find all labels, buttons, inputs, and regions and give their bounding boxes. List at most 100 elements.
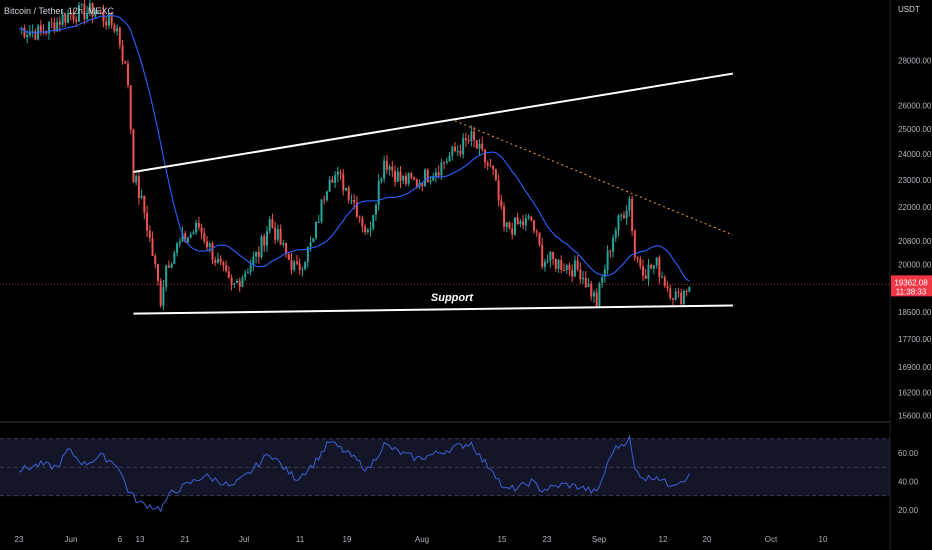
candle-body: [290, 259, 293, 271]
candle-body: [325, 191, 328, 201]
candle-body: [568, 265, 571, 271]
candle-body: [573, 260, 576, 277]
candle-body: [511, 228, 514, 235]
candle-body: [448, 155, 451, 162]
candle-body: [350, 199, 353, 201]
candle-body: [146, 212, 149, 231]
candle-body: [606, 250, 609, 270]
candle-body: [582, 277, 585, 280]
candle-body: [45, 32, 48, 34]
price-tick-label: 18500.00: [898, 308, 932, 317]
candle-body: [614, 230, 617, 238]
candle-body: [148, 230, 151, 239]
candle-body: [546, 260, 549, 262]
candle-body: [451, 146, 454, 156]
rsi-tick-label: 60.00: [898, 449, 919, 458]
candle-body: [470, 131, 473, 142]
candle-body: [633, 231, 636, 258]
candle-body: [252, 256, 255, 266]
time-tick-label: 15: [498, 535, 507, 544]
candle-body: [28, 31, 31, 35]
candle-body: [274, 227, 277, 240]
candle-body: [443, 162, 446, 164]
candle-body: [620, 215, 623, 217]
candle-body: [516, 217, 519, 225]
candle-body: [227, 271, 230, 278]
candle-body: [527, 216, 530, 218]
candle-body: [543, 261, 546, 267]
candle-body: [86, 12, 89, 20]
rsi-pane[interactable]: [0, 434, 890, 513]
candle-body: [595, 292, 598, 306]
price-tick-label: 23000.00: [898, 176, 932, 185]
candle-body: [47, 22, 50, 34]
price-tick-label: 25000.00: [898, 125, 932, 134]
candle-body: [402, 175, 405, 181]
candle-body: [263, 236, 266, 246]
candle-body: [383, 160, 386, 179]
candle-body: [655, 257, 658, 266]
candle-body: [603, 269, 606, 278]
candle-body: [652, 265, 655, 269]
candle-body: [312, 237, 315, 243]
candle-body: [688, 287, 691, 293]
candle-body: [246, 272, 249, 274]
time-tick-label: Jun: [65, 535, 78, 544]
price-pane[interactable]: Support: [0, 0, 890, 315]
candle-body: [58, 21, 61, 25]
price-tick-label: 20800.00: [898, 237, 932, 246]
price-tick-label: 16900.00: [898, 363, 932, 372]
candle-body: [636, 257, 639, 260]
candle-body: [500, 200, 503, 207]
candle-body: [132, 129, 135, 183]
time-tick-label: 12: [659, 535, 668, 544]
candle-body: [107, 13, 110, 26]
price-tick-label: 28000.00: [898, 56, 932, 65]
candle-body: [372, 214, 375, 229]
candle-body: [189, 234, 192, 238]
time-tick-label: 23: [543, 535, 552, 544]
candle-body: [167, 265, 170, 268]
time-tick-label: Jul: [239, 535, 249, 544]
candle-body: [407, 173, 410, 184]
candle-body: [644, 275, 647, 279]
candle-body: [61, 15, 64, 25]
candle-body: [192, 232, 195, 235]
candle-body: [432, 176, 435, 181]
candle-body: [685, 290, 688, 293]
candle-body: [647, 264, 650, 279]
candle-body: [590, 283, 593, 297]
candle-body: [165, 265, 168, 287]
rsi-tick-label: 20.00: [898, 506, 919, 515]
candle-body: [361, 217, 364, 227]
candle-body: [682, 290, 685, 304]
candle-body: [680, 292, 683, 304]
candle-body: [56, 21, 59, 32]
candle-body: [530, 216, 533, 221]
candle-body: [513, 217, 516, 235]
candle-body: [385, 160, 388, 170]
candle-body: [571, 270, 574, 277]
candle-body: [265, 231, 268, 246]
candle-body: [80, 4, 83, 6]
candle-body: [609, 250, 612, 252]
candle-body: [309, 242, 312, 247]
candle-body: [658, 257, 661, 278]
candle-body: [541, 244, 544, 267]
candle-body: [268, 219, 271, 232]
candle-body: [663, 277, 666, 286]
candle-body: [462, 137, 465, 155]
candle-body: [554, 258, 557, 269]
candle-body: [282, 242, 285, 245]
price-tick-label: 22000.00: [898, 203, 932, 212]
candle-body: [410, 173, 413, 178]
candle-body: [285, 242, 288, 255]
time-tick-label: 13: [136, 535, 145, 544]
candle-body: [481, 143, 484, 150]
candle-body: [331, 179, 334, 183]
support-label: Support: [431, 292, 474, 304]
candle-body: [271, 219, 274, 228]
candle-body: [186, 237, 189, 243]
candle-body: [374, 205, 377, 215]
